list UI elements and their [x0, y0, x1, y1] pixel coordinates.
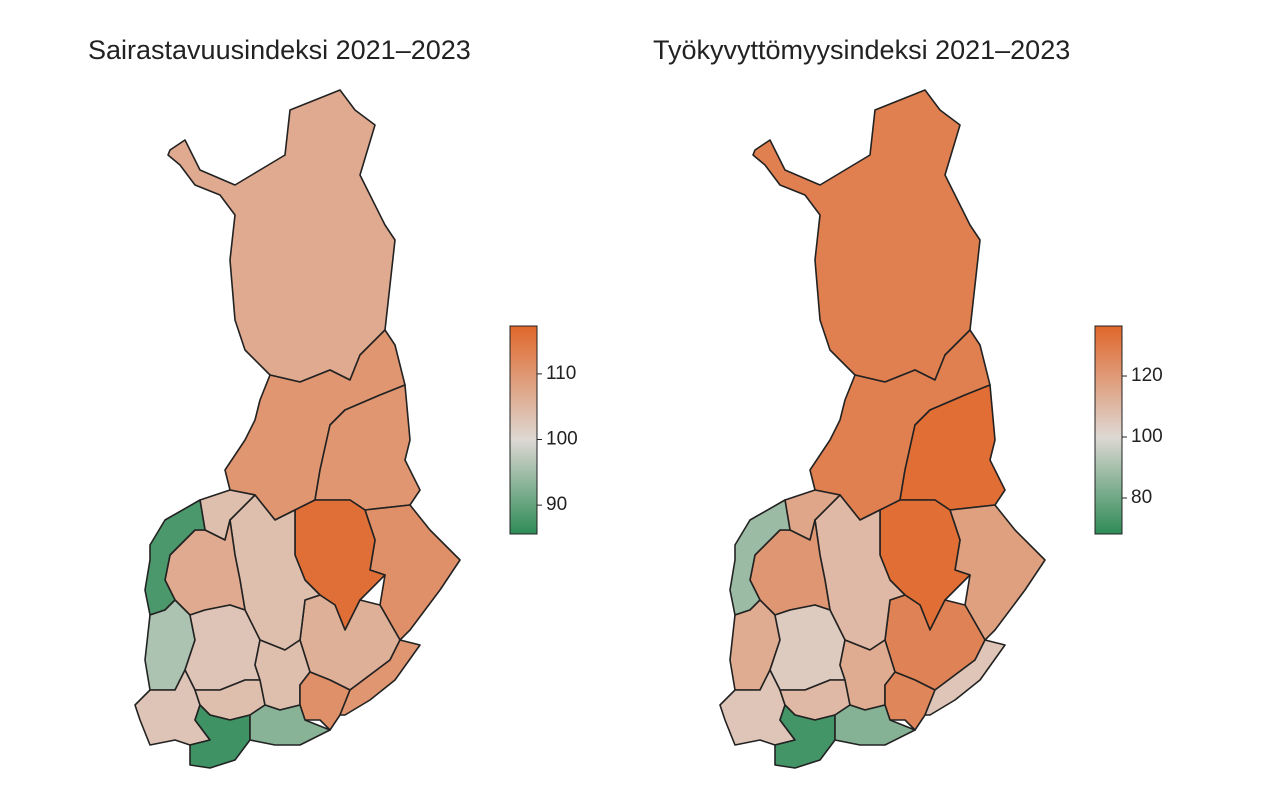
region — [339, 639, 421, 716]
map-title: Työkyvyttömyysindeksi 2021–2023 — [653, 35, 1070, 65]
colorbar-tick-label: 100 — [1131, 426, 1163, 447]
region — [924, 639, 1006, 716]
region — [834, 704, 916, 746]
region — [167, 89, 396, 383]
map-title: Sairastavuusindeksi 2021–2023 — [88, 35, 471, 65]
colorbar-tick-label: 100 — [546, 429, 578, 450]
colorbar-tick-label: 90 — [546, 494, 567, 515]
colorbar-tick-label: 120 — [1131, 365, 1163, 386]
region — [189, 704, 251, 769]
region — [769, 604, 846, 691]
colorbar — [509, 325, 538, 535]
region — [184, 604, 261, 691]
map — [134, 89, 461, 769]
colorbar-tick-label: 110 — [546, 363, 576, 384]
map — [719, 89, 1046, 769]
colorbar-tick-label: 80 — [1131, 487, 1152, 508]
region — [774, 704, 836, 769]
colorbar — [1094, 325, 1123, 535]
region — [249, 704, 331, 746]
region — [752, 89, 981, 383]
